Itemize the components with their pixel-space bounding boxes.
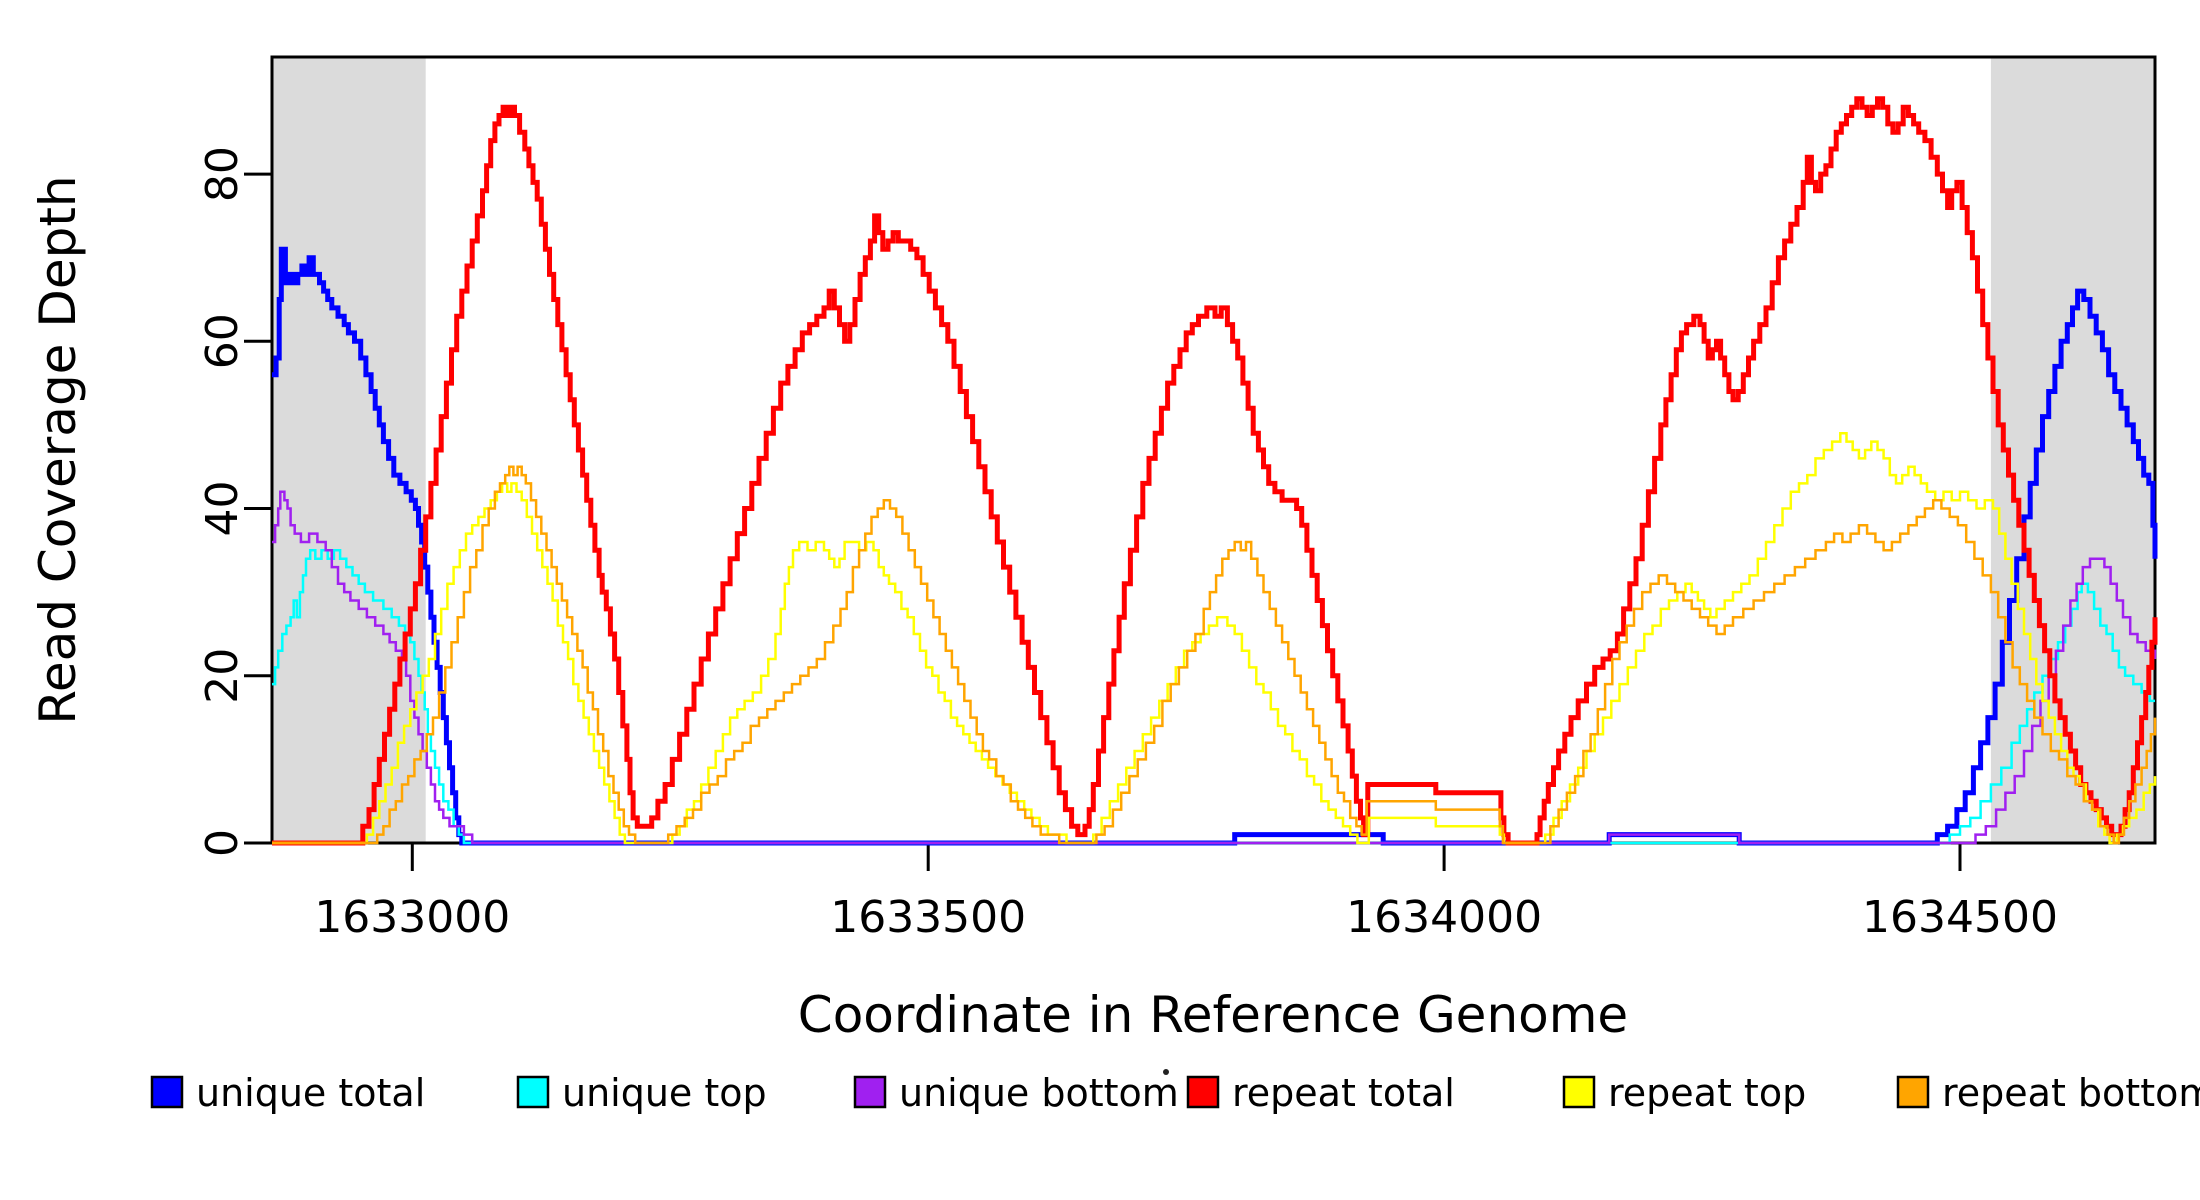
- legend-swatch-unique-top: [516, 1075, 550, 1109]
- shaded-region: [1990, 57, 2155, 843]
- series-line-unique-top: [272, 549, 2155, 845]
- series-line-repeat-top: [272, 432, 2157, 845]
- legend-item-unique-top: unique top: [516, 1071, 767, 1115]
- legend-item-repeat-top: repeat top: [1562, 1071, 1806, 1115]
- legend-label-unique-bottom: unique bottom: [899, 1071, 1179, 1115]
- series-line-repeat-bottom: [272, 465, 2157, 845]
- plot-area: 1633000 1633500 1634000 1634500 0 20 40 60 80: [197, 55, 2158, 943]
- legend-swatch-unique-bottom: [853, 1075, 887, 1109]
- legend-swatch-repeat-top: [1562, 1075, 1596, 1109]
- y-axis-title: Read Coverage Depth: [29, 175, 87, 724]
- legend-label-unique-total: unique total: [196, 1071, 425, 1115]
- y-tick-label: 80: [197, 146, 248, 202]
- legend-label-repeat-total: repeat total: [1232, 1071, 1455, 1115]
- y-tick-label: 0: [197, 829, 248, 857]
- legend: unique total unique top unique bottom re…: [150, 1069, 2200, 1115]
- stray-dot: [1163, 1069, 1169, 1075]
- legend-item-unique-bottom: unique bottom: [853, 1071, 1179, 1115]
- x-tick-label: 1633500: [830, 892, 1026, 943]
- y-tick-label: 40: [197, 481, 248, 537]
- series-line-repeat-total: [272, 96, 2158, 846]
- legend-item-repeat-total: repeat total: [1186, 1071, 1455, 1115]
- legend-label-repeat-bottom: repeat bottom: [1942, 1071, 2200, 1115]
- y-tick-label: 20: [197, 648, 248, 704]
- legend-label-unique-top: unique top: [562, 1071, 767, 1115]
- series-line-unique-total: [272, 246, 2158, 846]
- y-tick-label: 60: [197, 313, 248, 369]
- legend-item-unique-total: unique total: [150, 1071, 425, 1115]
- legend-label-repeat-top: repeat top: [1608, 1071, 1806, 1115]
- x-tick-label: 1633000: [314, 892, 510, 943]
- legend-swatch-unique-total: [150, 1075, 184, 1109]
- x-axis-title: Coordinate in Reference Genome: [798, 986, 1628, 1044]
- legend-item-repeat-bottom: repeat bottom: [1896, 1071, 2200, 1115]
- legend-swatch-repeat-bottom: [1896, 1075, 1930, 1109]
- legend-swatch-repeat-total: [1186, 1075, 1220, 1109]
- x-tick-label: 1634500: [1862, 892, 2058, 943]
- shaded-region: [272, 57, 426, 843]
- series-line-unique-bottom: [272, 490, 2157, 845]
- x-tick-label: 1634000: [1346, 892, 1542, 943]
